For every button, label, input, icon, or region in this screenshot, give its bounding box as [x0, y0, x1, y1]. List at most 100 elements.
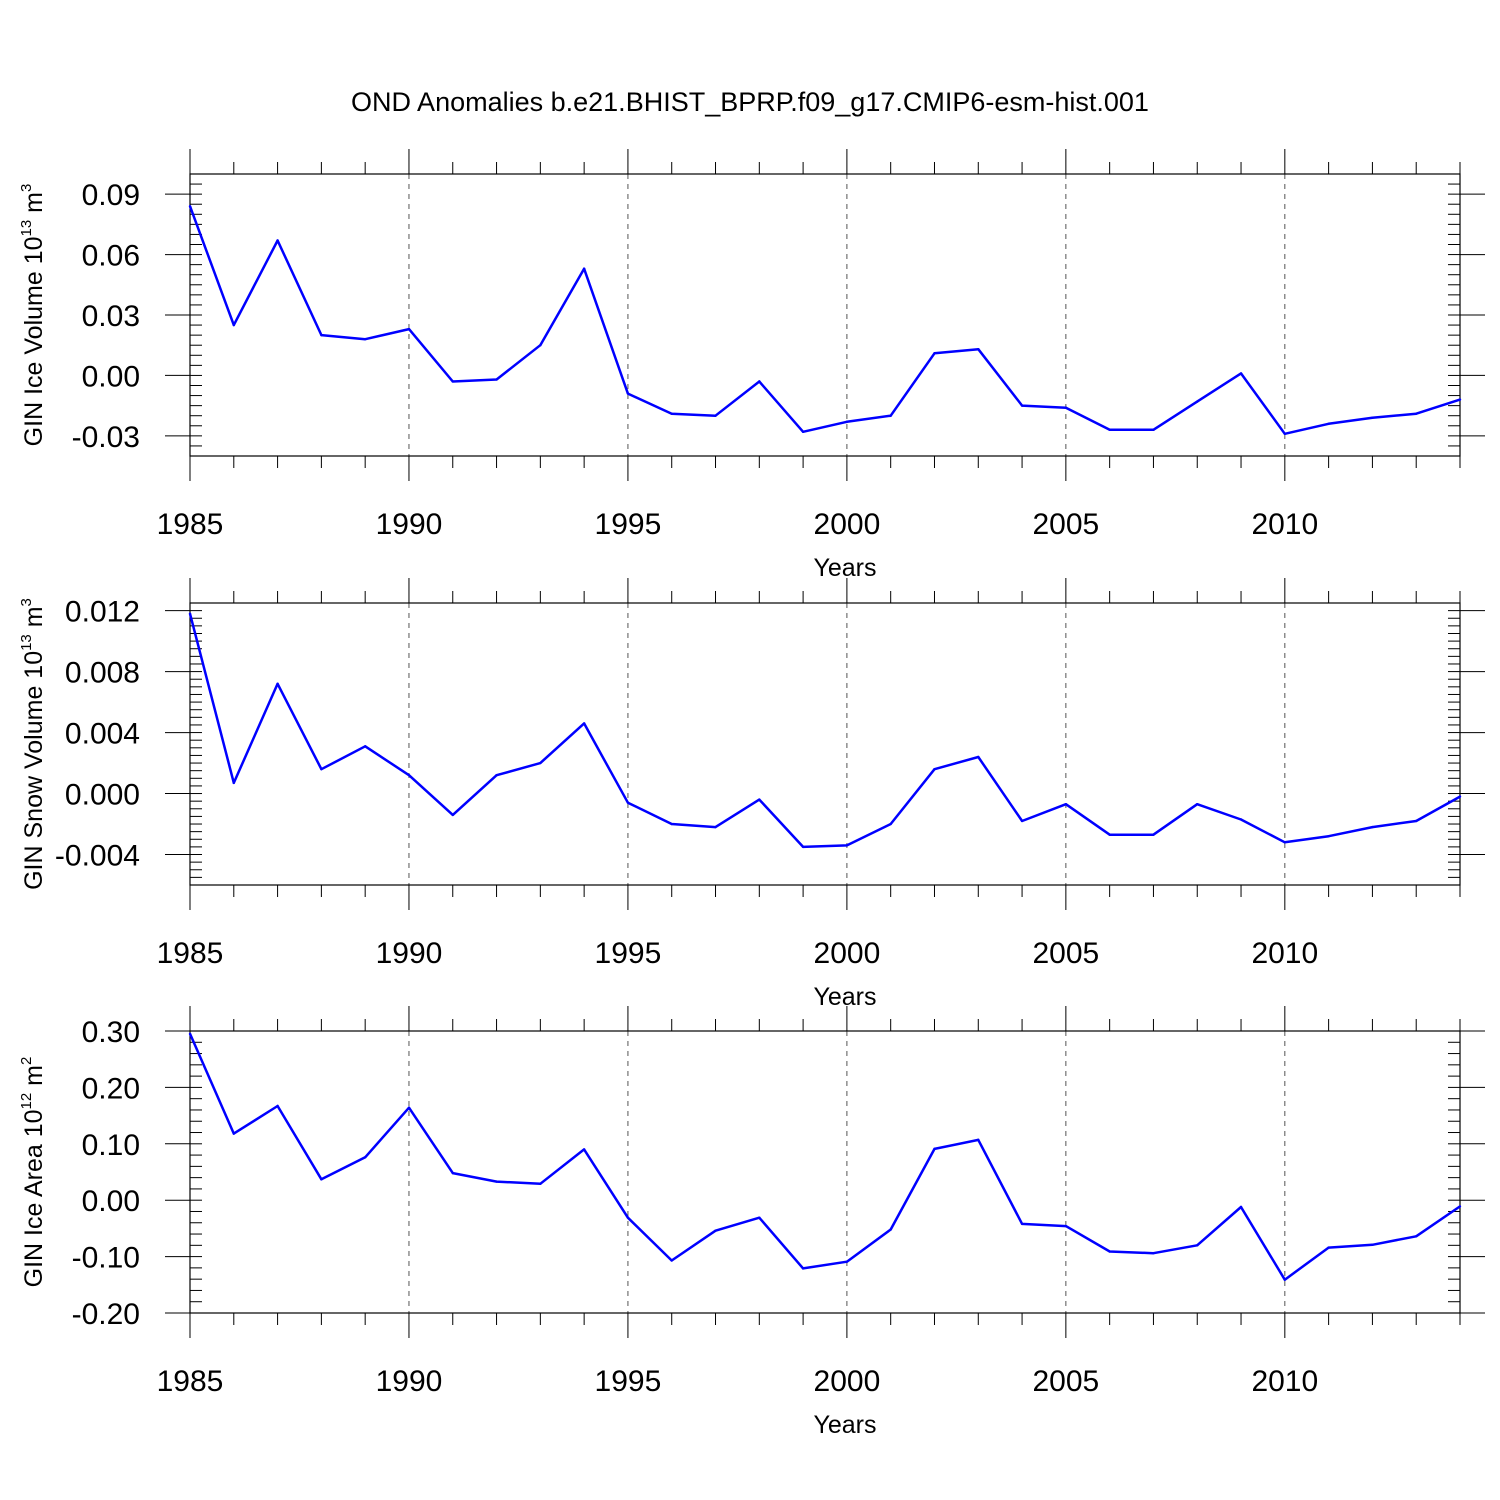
data-point — [1415, 412, 1418, 415]
y-tick-label: -0.10 — [72, 1242, 140, 1275]
data-point — [1196, 400, 1199, 403]
x-tick-label: 2010 — [1251, 1365, 1318, 1398]
data-point — [539, 1182, 542, 1186]
data-point — [845, 1260, 849, 1263]
data-point — [582, 722, 586, 725]
y-axis-label-unit-exponent: 3 — [18, 184, 35, 192]
data-point — [670, 1259, 673, 1262]
data-point — [1108, 833, 1111, 836]
data-point — [889, 414, 892, 417]
data-point — [1064, 1224, 1068, 1228]
data-point — [188, 612, 192, 615]
x-tick-label: 1985 — [157, 508, 224, 541]
y-axis-label-unit: m — [20, 606, 48, 634]
data-point — [232, 781, 235, 785]
data-point — [758, 380, 761, 383]
data-point — [1458, 398, 1462, 401]
data-point — [1327, 422, 1330, 425]
data-point — [670, 412, 673, 415]
data-point — [188, 1032, 192, 1036]
data-point — [495, 1180, 498, 1183]
data-point — [889, 822, 892, 826]
panel-1: 1985 1990 1995 2000 2005 2010 Years -0.03 0.00 0.… — [18, 149, 1485, 582]
plot-frame — [189, 1030, 1461, 1314]
series-line — [188, 613, 1461, 849]
x-tick-label: 2000 — [814, 937, 881, 970]
x-tick-label: 2010 — [1251, 508, 1318, 541]
x-tick-label: 2010 — [1251, 937, 1318, 970]
data-point — [626, 392, 630, 395]
data-point — [363, 1156, 367, 1159]
data-point — [626, 1216, 630, 1219]
data-point — [495, 774, 498, 777]
x-tick-label: 1995 — [595, 508, 662, 541]
panel-3: 1985 1990 1995 2000 2005 2010 Years -0.20 -0.10 0… — [18, 1006, 1485, 1439]
data-point — [1064, 406, 1068, 409]
data-point — [845, 844, 849, 847]
y-tick-label: 0.20 — [82, 1072, 140, 1105]
data-point — [276, 1104, 279, 1108]
figure-title: OND Anomalies b.e21.BHIST_BPRP.f09_g17.C… — [351, 87, 1149, 117]
data-point — [1152, 1252, 1155, 1255]
data-point — [714, 414, 717, 417]
data-point — [1458, 795, 1462, 798]
x-axis-label: Years — [813, 983, 876, 1011]
x-tick-label: 2000 — [814, 1365, 881, 1398]
data-point — [1152, 833, 1155, 836]
x-tick-label: 1995 — [595, 937, 662, 970]
data-point — [363, 337, 367, 341]
x-tick-label: 1990 — [376, 937, 443, 970]
data-point — [320, 767, 323, 771]
y-axis-label-exponent: 13 — [18, 634, 35, 651]
data-point — [407, 327, 411, 331]
data-point — [451, 380, 454, 383]
data-point — [1415, 819, 1418, 823]
y-axis-label-exponent: 13 — [18, 220, 35, 237]
data-point — [188, 205, 192, 208]
y-axis-label-text: GIN Ice Volume 10 — [20, 236, 48, 446]
data-point — [670, 822, 673, 826]
data-point — [889, 1228, 892, 1231]
data-point — [1020, 1222, 1024, 1226]
data-point — [1020, 404, 1024, 407]
data-point — [801, 845, 805, 849]
plot-frame — [189, 602, 1461, 886]
data-point — [801, 430, 805, 434]
y-tick-label: 0.008 — [65, 657, 140, 690]
y-tick-label: 0.00 — [82, 360, 140, 393]
data-point — [933, 352, 936, 355]
data-point — [1020, 819, 1024, 823]
data-point — [714, 825, 717, 829]
data-point — [320, 333, 323, 337]
y-tick-label: -0.20 — [72, 1298, 140, 1331]
data-point — [495, 378, 498, 381]
data-point — [363, 745, 367, 748]
data-point — [232, 323, 235, 327]
panel-2: 1985 1990 1995 2000 2005 2010 Years -0.004 0.000… — [18, 578, 1485, 1011]
data-point — [451, 813, 454, 817]
y-tick-label: 0.012 — [65, 596, 140, 629]
y-tick-label: 0.30 — [82, 1016, 140, 1049]
data-point — [801, 1267, 805, 1270]
x-tick-label: 1995 — [595, 1365, 662, 1398]
data-point — [758, 1216, 761, 1219]
data-point — [1371, 1243, 1374, 1246]
y-tick-label: 0.03 — [82, 300, 140, 333]
data-point — [539, 344, 542, 347]
y-axis-label-unit-exponent: 2 — [18, 1057, 35, 1065]
x-tick-label: 1990 — [376, 1365, 443, 1398]
series-line — [188, 205, 1461, 436]
y-tick-label: -0.03 — [72, 421, 140, 454]
x-tick-label: 1990 — [376, 508, 443, 541]
data-point — [451, 1171, 454, 1175]
data-point — [1239, 1205, 1243, 1209]
data-point — [582, 1148, 586, 1151]
data-point — [714, 1229, 717, 1232]
data-point — [407, 774, 411, 777]
y-axis-label-text: GIN Ice Area 10 — [20, 1109, 48, 1287]
data-point — [1327, 1246, 1330, 1249]
data-point — [232, 1132, 235, 1135]
y-tick-label: -0.004 — [55, 840, 140, 873]
data-point — [626, 801, 630, 804]
